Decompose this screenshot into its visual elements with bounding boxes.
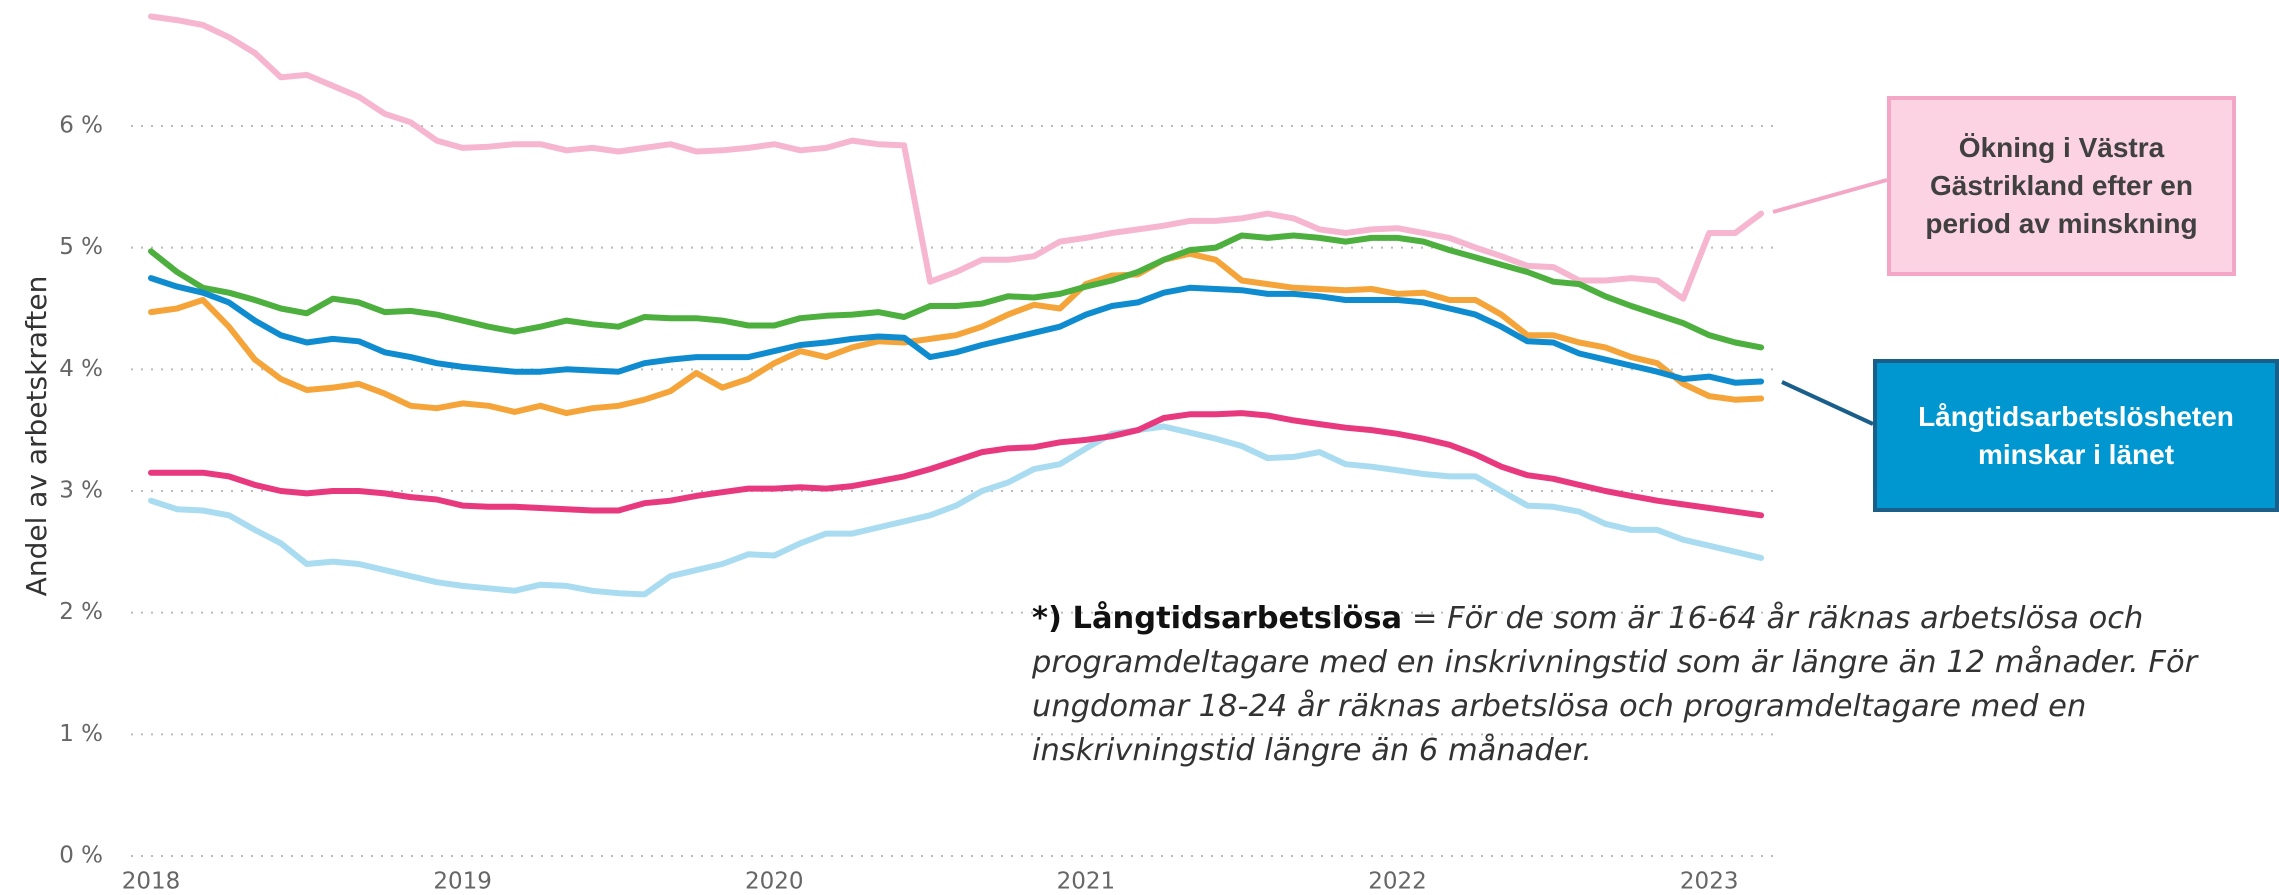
x-tick-label: 2022 [1368, 869, 1427, 895]
series-line [148, 410, 1765, 519]
connector [1781, 380, 1874, 426]
y-tick-label: 5 % [59, 234, 103, 260]
y-tick-label: 6 % [59, 112, 103, 138]
connector [1772, 178, 1888, 214]
series-line [148, 275, 1765, 386]
y-tick-label: 4 % [59, 356, 103, 382]
x-tick-label: 2023 [1680, 869, 1739, 895]
annotation: Ökning i Västra Gästrikland efter en per… [1887, 96, 2236, 276]
footnote: *) Långtidsarbetslösa = För de som är 16… [1032, 597, 2277, 773]
y-tick-label: 1 % [59, 721, 103, 747]
footnote-term: *) Långtidsarbetslösa [1032, 601, 1403, 636]
series-line [148, 250, 1765, 417]
series-line [148, 232, 1765, 351]
x-tick-label: 2020 [745, 869, 804, 895]
x-tick-label: 2018 [122, 869, 181, 895]
x-tick-label: 2021 [1057, 869, 1116, 895]
y-tick-label: 2 % [59, 599, 103, 625]
y-tick-label: 0 % [59, 843, 103, 869]
series-line [148, 13, 1765, 302]
y-tick-label: 3 % [59, 477, 103, 503]
footnote-definition: = För de som är 16-64 år räknas arbetslö… [1032, 601, 2198, 768]
annotation: Långtidsarbetslösheten minskar i länet [1873, 359, 2279, 512]
series-line [148, 423, 1765, 598]
x-tick-label: 2019 [433, 869, 492, 895]
y-axis-label: Andel av arbetskraften [20, 276, 53, 597]
